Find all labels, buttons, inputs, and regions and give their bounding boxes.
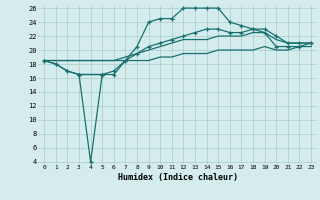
X-axis label: Humidex (Indice chaleur): Humidex (Indice chaleur) (118, 173, 238, 182)
